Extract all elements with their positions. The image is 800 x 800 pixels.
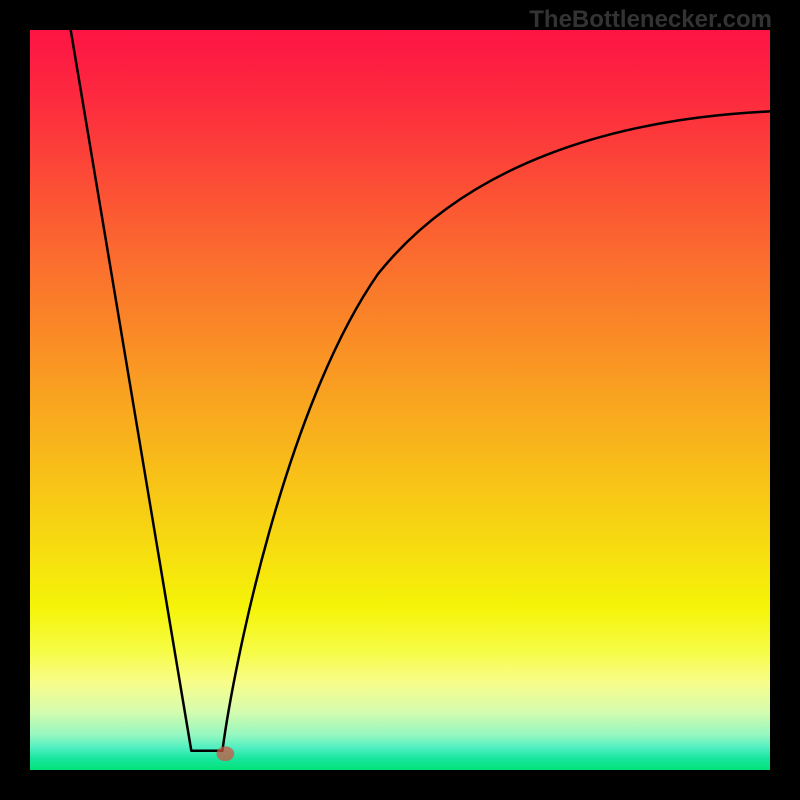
curve-layer: [30, 30, 770, 770]
plot-area: [30, 30, 770, 770]
watermark-text: TheBottlenecker.com: [529, 6, 772, 34]
bottleneck-curve: [71, 30, 770, 751]
optimal-point-dot: [216, 746, 234, 761]
